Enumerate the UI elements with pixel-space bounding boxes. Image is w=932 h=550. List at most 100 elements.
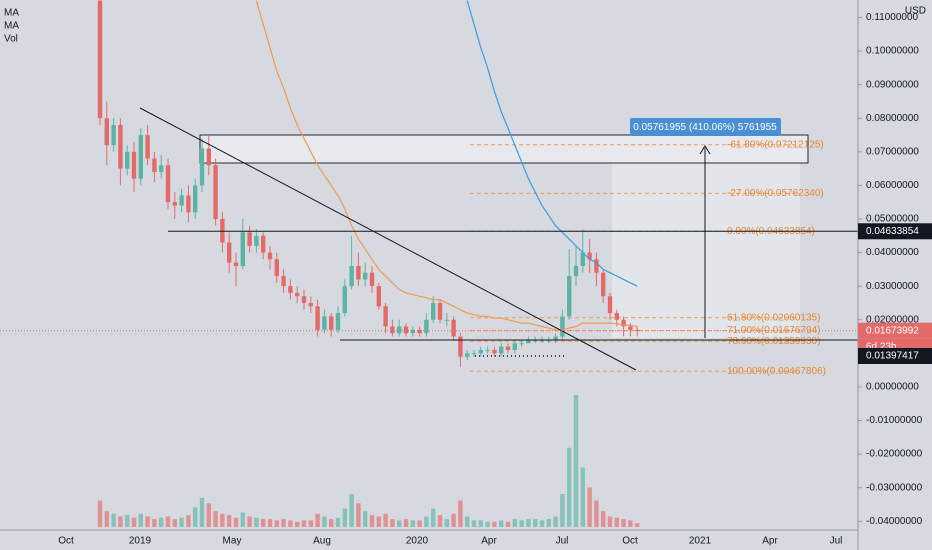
hline-tag-label: 0.04633854	[866, 226, 919, 237]
volume-bar	[444, 519, 449, 527]
top-layer: 0.05761955 (410.06%) 5761955	[0, 107, 858, 371]
measure-area	[612, 145, 800, 338]
volume-bar	[465, 516, 470, 527]
candle-body	[97, 0, 103, 119]
candle-body	[172, 202, 177, 206]
candle-body	[206, 148, 211, 166]
x-tick-label: Oct	[58, 536, 74, 547]
candle-body	[376, 286, 381, 307]
x-tick-label: Apr	[481, 536, 497, 547]
x-tick-label: Apr	[762, 536, 778, 547]
candle-body	[485, 349, 490, 351]
candle-body	[437, 302, 443, 320]
candle-body	[410, 329, 415, 334]
hline-tag	[858, 347, 932, 364]
candle-body	[424, 319, 429, 334]
candle-body	[193, 185, 198, 213]
volume-bar	[308, 520, 313, 527]
candle-body	[519, 343, 524, 345]
y-tick-label: -0.03000000	[866, 482, 923, 493]
candle-body	[628, 326, 633, 330]
volume-bar	[172, 519, 177, 527]
candle-body	[567, 276, 572, 317]
volume-bar	[233, 517, 239, 527]
candle-body	[397, 326, 402, 334]
candle-body	[179, 195, 184, 206]
volume-bar	[580, 467, 585, 527]
candle-body	[165, 165, 171, 203]
candle-body	[492, 349, 497, 354]
candle-body	[240, 232, 245, 267]
volume-bar	[254, 517, 259, 527]
candle-body	[247, 232, 252, 246]
x-tick-label: Jul	[830, 536, 843, 547]
candle-body	[471, 353, 477, 355]
volume-bar	[478, 520, 483, 527]
y-tick-label: 0.09000000	[866, 79, 919, 90]
x-tick-label: Oct	[622, 536, 638, 547]
candle-body	[186, 195, 191, 213]
volume-bar	[104, 511, 109, 527]
volume-bar	[111, 513, 116, 527]
volume-bar	[274, 520, 279, 527]
volume-bar	[533, 519, 538, 527]
candle-body	[369, 272, 375, 287]
candle-body	[478, 349, 483, 354]
volume-bar	[526, 519, 531, 527]
volume-bar	[186, 515, 191, 527]
candle-body	[329, 316, 334, 330]
candle-body	[499, 346, 504, 354]
fib-label: 71.00%(0.01676794)	[727, 325, 820, 336]
arrow-head	[699, 145, 711, 155]
volume-bar	[512, 519, 517, 527]
measure-label: 0.05761955 (410.06%) 5761955	[633, 122, 777, 133]
volume-bar	[471, 520, 477, 527]
price-tag-label: 0.01673992	[866, 325, 919, 336]
moving-average	[466, 0, 638, 287]
volume-bar	[349, 494, 354, 527]
volume-bar	[607, 516, 613, 527]
volume-bar	[539, 520, 545, 527]
candle-body	[315, 306, 320, 330]
volume-bar	[247, 516, 252, 527]
measure-box	[630, 118, 781, 136]
candle-body	[601, 272, 606, 297]
volume-bar	[621, 519, 626, 527]
volume-bar	[437, 515, 443, 527]
candle-body	[118, 124, 123, 169]
volume-bar	[342, 508, 347, 527]
candle-body	[594, 259, 599, 273]
y-tick-label: -0.01000000	[866, 415, 923, 426]
y-tick-label: 0.05000000	[866, 214, 919, 225]
candle-body	[308, 302, 313, 307]
volume-bar	[213, 511, 218, 527]
volume-bar	[560, 494, 565, 527]
hline-tag	[858, 223, 932, 240]
candle-body	[301, 296, 307, 303]
candle-body	[131, 151, 137, 179]
indicator-label: MA	[4, 8, 19, 19]
candle-body	[145, 135, 150, 159]
candle-body	[104, 118, 109, 146]
volume-bar	[492, 521, 497, 527]
volume-bar	[295, 521, 300, 527]
volume-bar	[199, 497, 205, 527]
candle-body	[274, 259, 279, 277]
volume-bar	[369, 515, 375, 527]
volume-bar	[587, 487, 592, 527]
volume-bar	[403, 519, 409, 527]
candle-body	[526, 339, 531, 344]
candle-body	[587, 252, 592, 260]
x-tick-label: May	[223, 536, 242, 547]
volume-bar	[505, 521, 511, 527]
candle-body	[512, 343, 517, 350]
candle-body	[199, 148, 205, 186]
moving-average	[255, 0, 638, 331]
candle-body	[227, 242, 232, 263]
volume-bar	[458, 500, 463, 527]
volume-bar	[410, 520, 415, 527]
volume-bar	[193, 507, 198, 527]
volume-bar	[431, 508, 436, 527]
